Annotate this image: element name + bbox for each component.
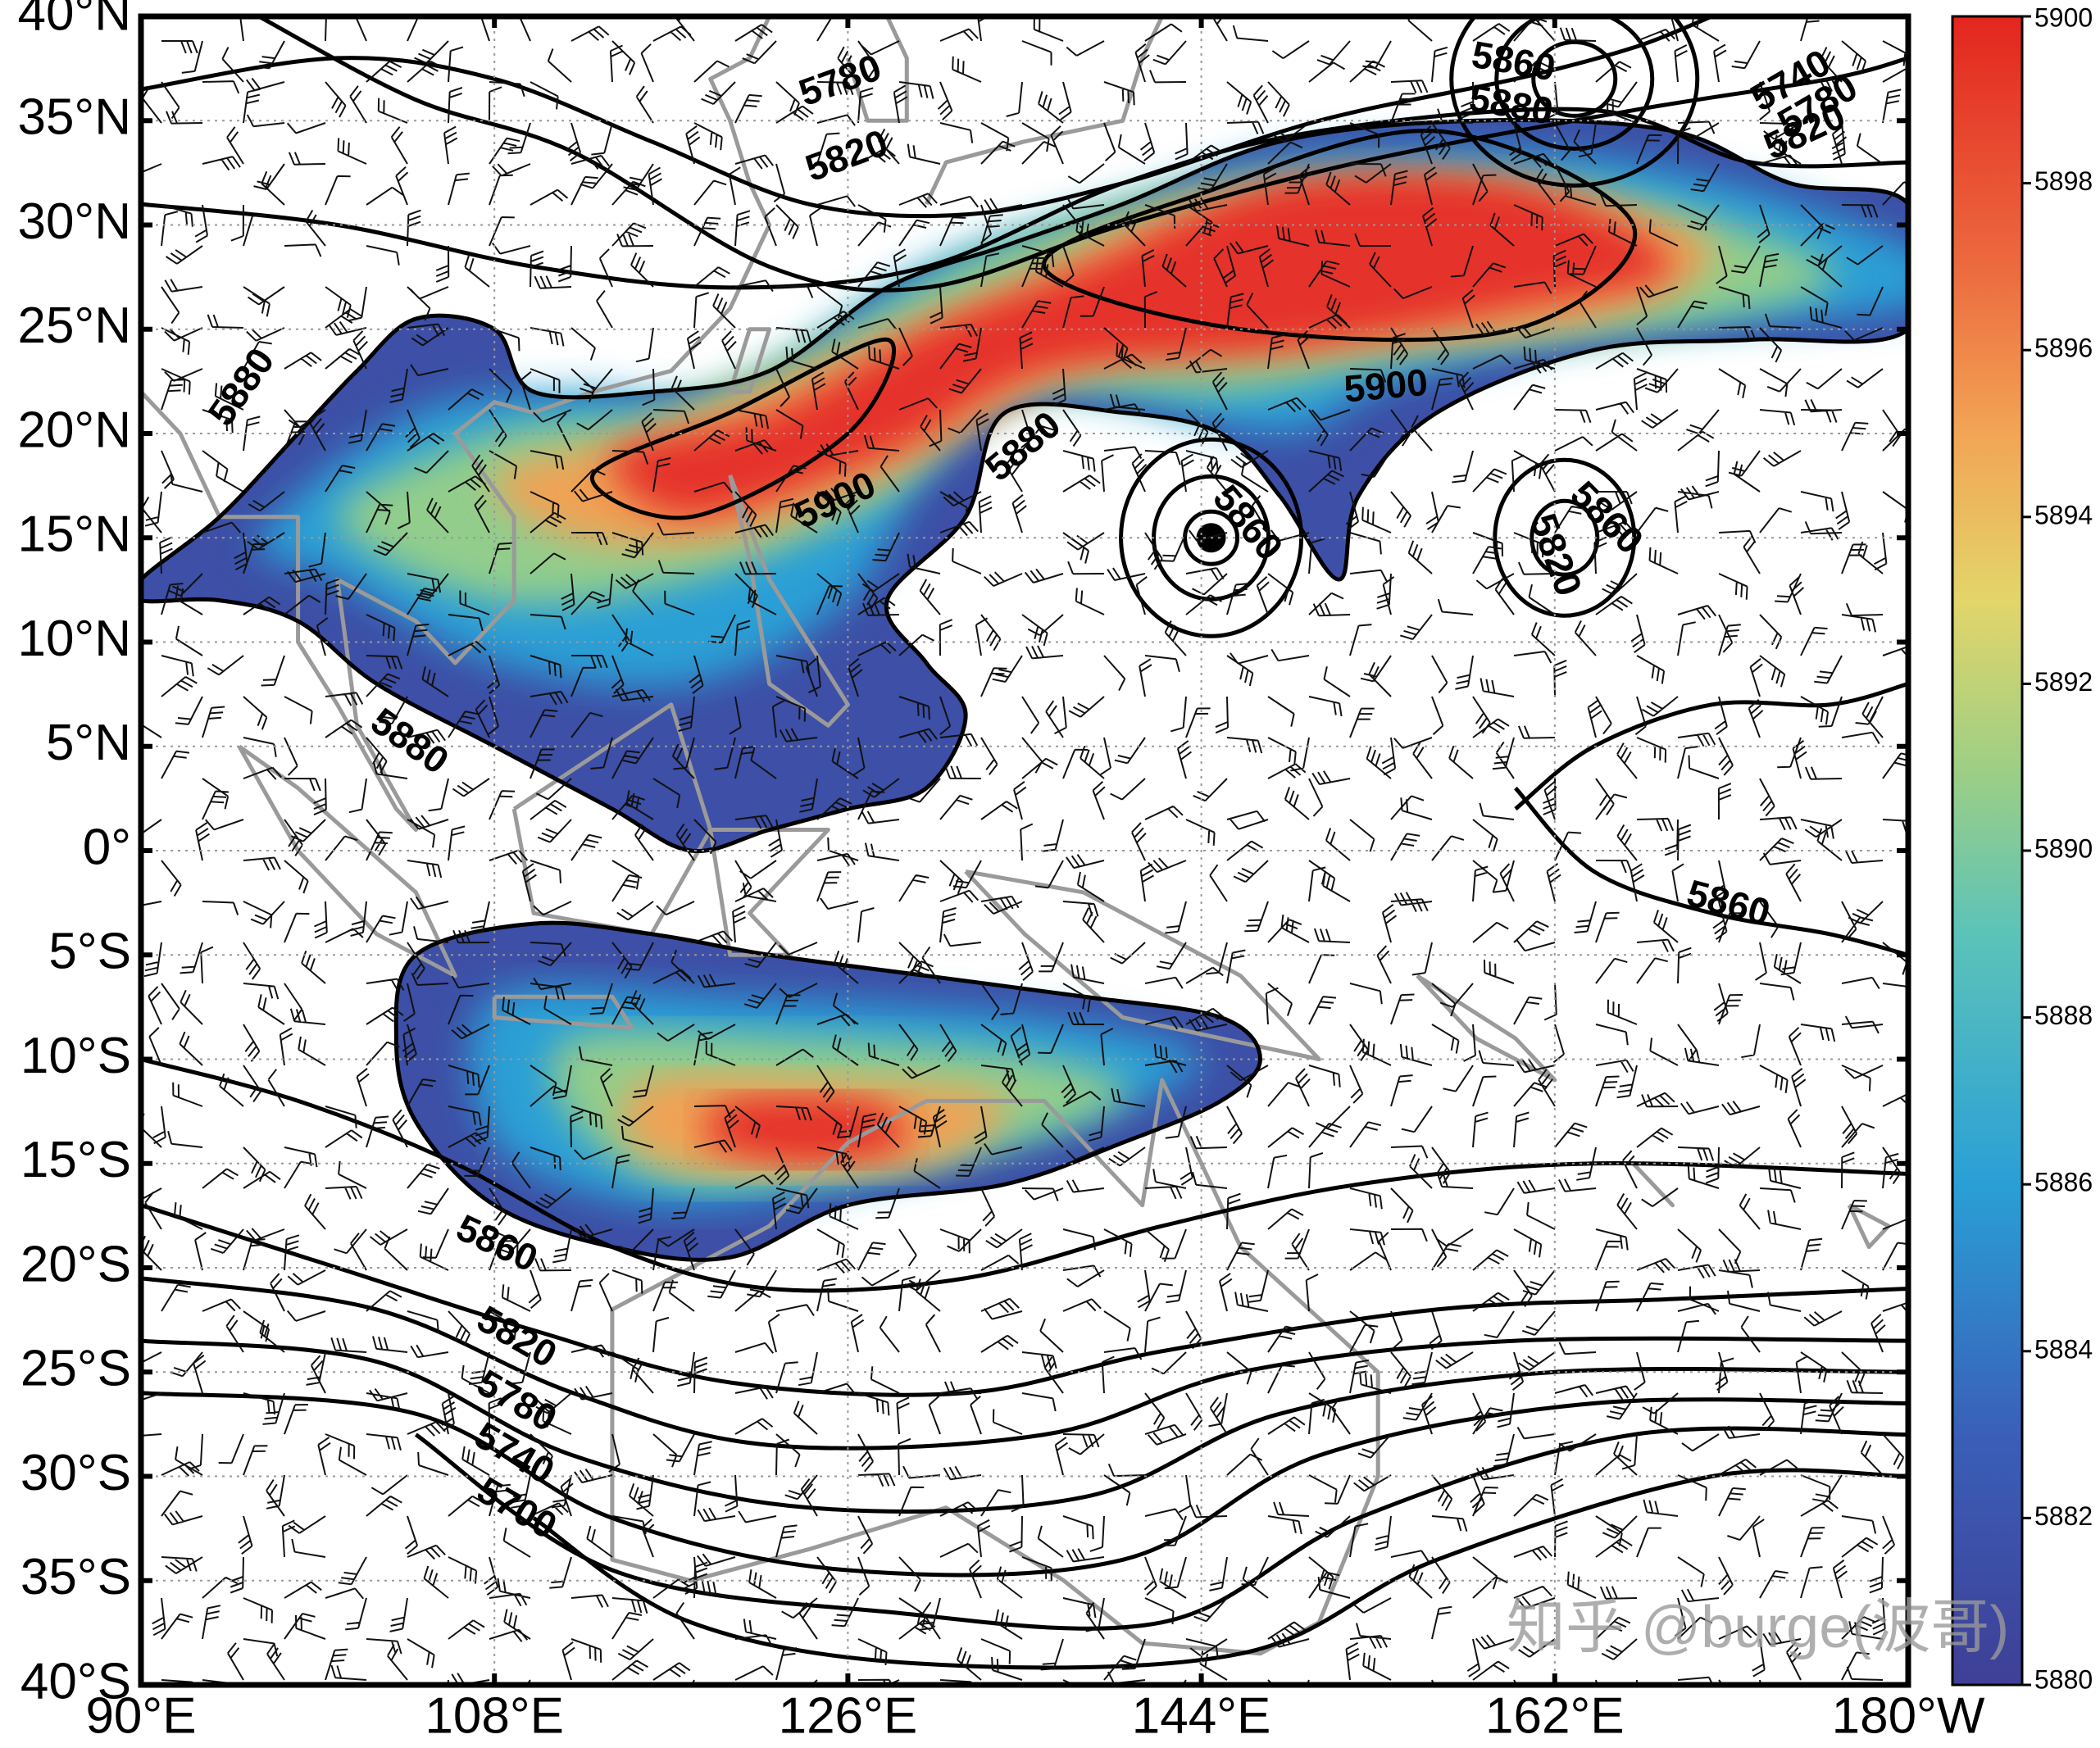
contour-line xyxy=(141,1057,1908,1293)
lat-tick-label: 15°S xyxy=(20,1132,131,1188)
lat-tick-label: 25°N xyxy=(17,297,131,354)
contour-line xyxy=(141,107,1908,290)
contour-line xyxy=(1449,16,1700,188)
coastline xyxy=(924,16,1164,206)
colorbar-tick-label: 5898 xyxy=(2034,166,2093,196)
lon-tick-label: 162°E xyxy=(1485,1687,1625,1744)
colorbar-tick-label: 5886 xyxy=(2034,1168,2093,1197)
lat-tick-label: 10°N xyxy=(17,611,131,667)
coastline xyxy=(492,994,634,1030)
lat-tick-label: 35°S xyxy=(20,1549,131,1605)
colorbar-tick-label: 5890 xyxy=(2034,833,2093,863)
lat-tick-label: 5°N xyxy=(46,715,131,771)
lon-tick-label: 180°W xyxy=(1832,1687,1985,1744)
contour-label: 5900 xyxy=(1342,361,1429,411)
lat-tick-label: 5°S xyxy=(48,924,131,980)
coastline xyxy=(237,744,457,978)
lat-tick-label: 10°S xyxy=(20,1028,131,1084)
contour-line xyxy=(141,1338,1908,1514)
contours xyxy=(141,16,1908,1670)
contour-line xyxy=(590,337,897,520)
lat-tick-label: 40°S xyxy=(20,1653,131,1709)
contour-label: 5820 xyxy=(470,1297,565,1376)
contour-line xyxy=(1514,786,1908,957)
lat-tick-label: 15°N xyxy=(17,506,131,563)
lon-tick-label: 108°E xyxy=(425,1687,564,1744)
wind-barb-field xyxy=(141,16,1908,1685)
contour-line xyxy=(1183,509,1240,566)
coastline xyxy=(846,16,909,123)
colorbar-tick-label: 5888 xyxy=(2034,1001,2093,1030)
coastline xyxy=(1631,1162,1675,1208)
graticule xyxy=(141,16,1908,1685)
lat-tick-label: 20°S xyxy=(20,1236,131,1292)
colorbar-axis: 5880 5882 5884 5886 5888 5890 5892 5894 5896 5898… xyxy=(2022,2,2093,1694)
contour-label: 5880 xyxy=(199,340,282,434)
coastline xyxy=(511,702,713,937)
colorbar xyxy=(1951,15,2024,1687)
lat-tick-label: 40°N xyxy=(17,0,131,41)
lon-tick-label: 90°E xyxy=(85,1687,196,1744)
colorbar-tick-label: 5884 xyxy=(2034,1334,2093,1364)
coastline xyxy=(1847,1203,1891,1250)
watermark: 知乎 @burge(波哥) xyxy=(1507,1595,2009,1660)
colorbar-tick-label: 5882 xyxy=(2034,1501,2093,1531)
contour-line xyxy=(141,1276,1908,1451)
lat-tick-label: 25°S xyxy=(20,1341,131,1397)
contour-line xyxy=(141,1391,1908,1578)
contour-line xyxy=(141,16,1713,219)
lat-tick-label: 30°S xyxy=(20,1445,131,1501)
lat-tick-label: 0° xyxy=(83,819,131,875)
contour-line xyxy=(532,1468,1908,1670)
axes: 40°N 35°N 30°N 25°N 20°N 15°N 10°N 5°N 0° 5°S 10°S… xyxy=(17,0,1984,1744)
contour-line xyxy=(1531,39,1618,118)
contour-line xyxy=(414,1426,1908,1631)
contour-line xyxy=(141,118,1908,854)
contour-line xyxy=(141,1203,1908,1397)
colorbar-tick-label: 5894 xyxy=(2034,500,2093,529)
colorbar-tick-label: 5892 xyxy=(2034,667,2093,697)
coastline xyxy=(964,869,1321,1061)
lat-tick-label: 20°N xyxy=(17,402,131,458)
contour-line xyxy=(1514,681,1908,811)
contour-label: 5700 xyxy=(470,1469,565,1547)
contour-line xyxy=(257,16,1908,293)
lon-tick-label: 126°E xyxy=(779,1687,918,1744)
colorbar-tick-label: 5880 xyxy=(2034,1664,2093,1694)
coastline xyxy=(728,474,850,728)
colorbar-tick-label: 5896 xyxy=(2034,334,2093,363)
contour-label: 5860 xyxy=(1683,871,1775,934)
contour-line xyxy=(1493,457,1637,618)
coastline xyxy=(141,16,772,832)
contour-line xyxy=(1494,16,1655,151)
wind-barbs xyxy=(141,16,1908,1685)
colorbar-tick-label: 5900 xyxy=(2034,2,2093,32)
lon-tick-label: 144°E xyxy=(1132,1687,1271,1744)
contour-label: 5820 xyxy=(800,120,893,189)
coastline xyxy=(610,1078,1380,1656)
fill-layer xyxy=(610,172,1673,517)
lat-tick-label: 30°N xyxy=(17,193,131,250)
lat-tick-label: 35°N xyxy=(17,89,131,146)
contour-line xyxy=(1530,498,1600,577)
